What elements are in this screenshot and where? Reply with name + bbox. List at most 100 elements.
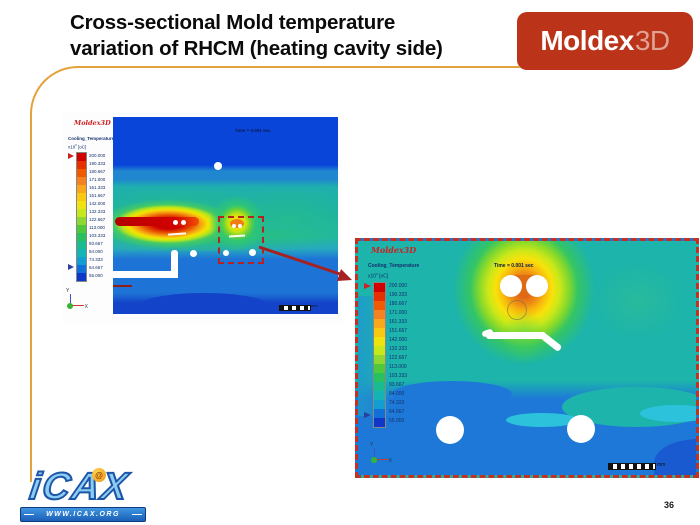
legend-value: 151.667 xyxy=(89,193,106,198)
legend-value: 180.667 xyxy=(389,301,408,307)
legend-color-segment xyxy=(374,283,385,292)
cooling-channel-dot xyxy=(223,250,229,256)
cavity-channel-horizontal xyxy=(113,271,178,278)
left-legend-min-arrow-icon xyxy=(68,264,74,270)
legend-value: 55.000 xyxy=(389,418,405,424)
legend-color-segment xyxy=(77,153,86,161)
legend-value: 122.667 xyxy=(389,355,408,361)
axis-y-label: Y xyxy=(370,442,374,448)
legend-color-segment xyxy=(77,257,86,265)
legend-color-segment xyxy=(374,337,385,346)
hot-spot-core xyxy=(230,219,244,228)
legend-value: 113.000 xyxy=(89,225,105,230)
right-scale-ruler xyxy=(608,463,656,470)
legend-value: 84.000 xyxy=(389,391,405,397)
right-legend-unit: x100 [oC] xyxy=(368,272,389,280)
legend-color-segment xyxy=(77,201,86,209)
banner-line xyxy=(132,514,142,515)
legend-value: 74.333 xyxy=(89,257,103,262)
right-time-label: Time = 0.001 sec xyxy=(494,263,534,269)
cooling-channel-circle xyxy=(436,416,464,444)
hot-streak-core xyxy=(115,217,199,226)
cooling-channel-circle xyxy=(567,415,595,443)
left-scale-ruler xyxy=(279,305,311,311)
moldex3d-logo-text: Moldex xyxy=(540,25,634,56)
legend-color-segment xyxy=(374,346,385,355)
legend-color-segment xyxy=(374,292,385,301)
axis-x-label: X xyxy=(388,458,392,464)
accent-border-line xyxy=(30,66,520,482)
axis-x-line xyxy=(374,459,388,460)
zoom-region-box xyxy=(218,216,264,264)
icax-banner-text: WWW.ICAX.ORG xyxy=(46,511,120,518)
heating-rod-circle xyxy=(500,275,522,297)
legend-color-segment xyxy=(77,249,86,257)
legend-value: 171.000 xyxy=(389,310,408,316)
legend-color-segment xyxy=(77,177,86,185)
axis-origin-dot xyxy=(67,303,73,309)
page-title-line1: Cross-sectional Mold temperature xyxy=(70,11,396,34)
right-legend-min-arrow-icon xyxy=(364,412,371,418)
cyan-boundary-patch xyxy=(506,413,578,427)
blue-wave-bump xyxy=(392,381,512,407)
cooling-channel-dot xyxy=(190,250,197,257)
legend-color-segment xyxy=(374,319,385,328)
cavity-channel-horizontal xyxy=(486,332,546,339)
legend-color-segment xyxy=(77,273,86,281)
legend-value: 142.000 xyxy=(89,201,106,206)
legend-color-segment xyxy=(374,409,385,418)
legend-color-segment xyxy=(77,233,86,241)
legend-color-segment xyxy=(77,265,86,273)
legend-value: 113.000 xyxy=(389,364,407,370)
legend-color-segment xyxy=(77,225,86,233)
dark-blue-corner xyxy=(654,439,696,475)
legend-color-segment xyxy=(77,169,86,177)
legend-color-segment xyxy=(374,364,385,373)
legend-value: 132.333 xyxy=(89,209,106,214)
moldex3d-logo-suffix: 3D xyxy=(634,25,670,56)
icax-banner: WWW.ICAX.ORG xyxy=(20,507,146,522)
legend-color-segment xyxy=(374,310,385,319)
legend-color-segment xyxy=(374,400,385,409)
legend-color-segment xyxy=(77,193,86,201)
left-legend-values: 200.000 190.333 180.667 171.000 161.333 151.6… xyxy=(89,152,105,280)
heating-rod-circle xyxy=(526,275,548,297)
right-legend-values: 200.000 190.333 180.667 171.000 161.333 151.6… xyxy=(389,282,407,426)
legend-value: 180.667 xyxy=(89,169,106,174)
legend-value: 190.333 xyxy=(389,292,408,298)
page-number: 36 xyxy=(664,500,675,510)
legend-color-segment xyxy=(374,382,385,391)
channel-dot xyxy=(214,162,222,170)
legend-value: 93.667 xyxy=(389,382,405,388)
axis-x-label: X xyxy=(84,304,88,310)
left-simulation-panel: Moldex3D Cooling_Temperature x100 [oC] 2… xyxy=(62,113,342,323)
cavity-channel-vertical xyxy=(171,250,178,278)
page-title: Cross-sectional Mold temperature variati… xyxy=(70,10,530,62)
legend-value: 64.667 xyxy=(89,265,103,270)
axis-y-line xyxy=(70,294,71,306)
legend-value: 132.333 xyxy=(389,346,408,352)
left-contour-plot: Time = 0.001 sec mm xyxy=(113,117,338,314)
legend-value: 103.333 xyxy=(89,233,106,238)
right-legend-title: Cooling_Temperature xyxy=(368,263,420,269)
left-scale-unit: mm xyxy=(311,303,318,308)
cooling-channel-dot xyxy=(249,249,256,256)
page-title-line2: variation of RHCM (heating cavity side) xyxy=(70,37,443,60)
legend-value: 171.000 xyxy=(89,177,106,182)
legend-color-segment xyxy=(374,418,385,427)
legend-color-segment xyxy=(374,391,385,400)
left-legend-unit: x100 [oC] xyxy=(68,144,87,150)
heating-rod-dot xyxy=(173,220,178,225)
axis-origin-dot xyxy=(371,457,377,463)
legend-value: 84.000 xyxy=(89,249,103,254)
legend-value: 161.333 xyxy=(389,319,408,325)
axis-x-line xyxy=(70,305,84,306)
left-brand-watermark: Moldex3D xyxy=(74,119,111,127)
legend-color-segment xyxy=(374,301,385,310)
legend-value: 151.667 xyxy=(389,328,408,334)
legend-value: 55.000 xyxy=(89,273,103,278)
legend-color-segment xyxy=(374,355,385,364)
sensor-node-circle xyxy=(507,300,527,320)
right-legend-max-arrow-icon xyxy=(364,283,371,289)
